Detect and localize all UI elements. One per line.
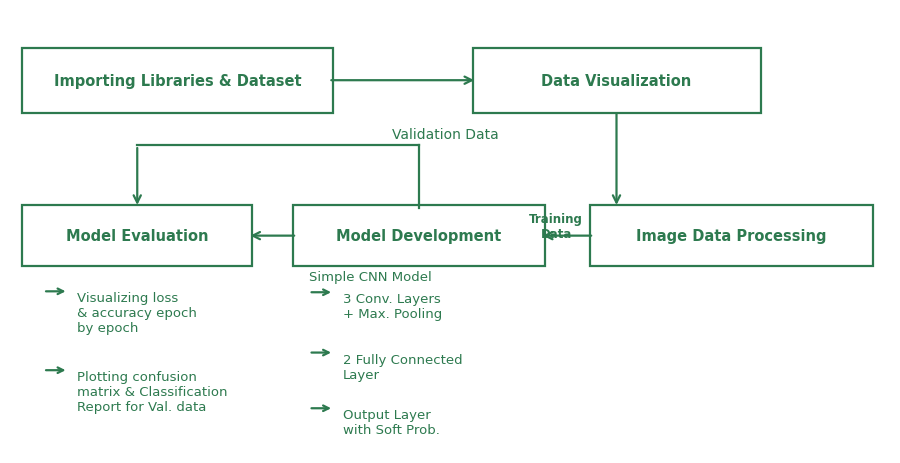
FancyBboxPatch shape	[590, 206, 873, 266]
Text: Training
Data: Training Data	[529, 213, 583, 241]
Text: Output Layer
with Soft Prob.: Output Layer with Soft Prob.	[343, 408, 440, 436]
Text: Image Data Processing: Image Data Processing	[636, 229, 826, 244]
FancyBboxPatch shape	[22, 206, 252, 266]
Text: Importing Libraries & Dataset: Importing Libraries & Dataset	[54, 74, 302, 88]
FancyBboxPatch shape	[292, 206, 544, 266]
FancyBboxPatch shape	[22, 49, 333, 113]
Text: Model Development: Model Development	[336, 229, 501, 244]
FancyBboxPatch shape	[472, 49, 760, 113]
Text: Validation Data: Validation Data	[392, 127, 499, 141]
Text: 3 Conv. Layers
+ Max. Pooling: 3 Conv. Layers + Max. Pooling	[343, 293, 442, 320]
Text: Plotting confusion
matrix & Classification
Report for Val. data: Plotting confusion matrix & Classificati…	[77, 370, 228, 413]
Text: Data Visualization: Data Visualization	[542, 74, 691, 88]
Text: Model Evaluation: Model Evaluation	[66, 229, 209, 244]
Text: Visualizing loss
& accuracy epoch
by epoch: Visualizing loss & accuracy epoch by epo…	[77, 292, 197, 335]
Text: Simple CNN Model: Simple CNN Model	[309, 271, 431, 284]
Text: 2 Fully Connected
Layer: 2 Fully Connected Layer	[343, 353, 463, 381]
